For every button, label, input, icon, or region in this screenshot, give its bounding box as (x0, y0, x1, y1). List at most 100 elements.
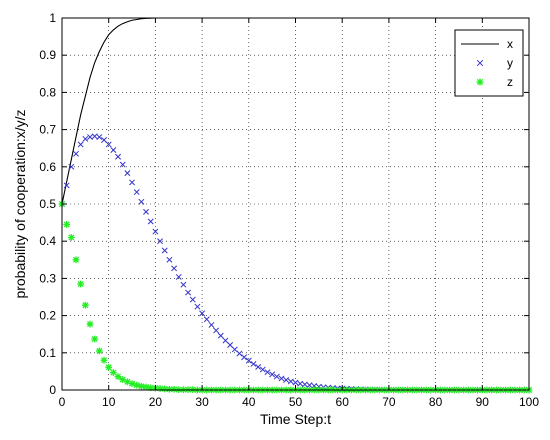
series-y-point (236, 350, 243, 357)
axis-ticks: 0 10 20 30 40 50 60 70 80 90 100 0 0.1 0.2 0.3 0.4 0.5 0.… (39, 11, 539, 409)
series-y-point (180, 281, 187, 288)
series-y-point (171, 265, 178, 272)
series-y-point (115, 153, 121, 160)
series-y-point (227, 342, 234, 348)
series-y-point (245, 357, 252, 364)
series-y-point (231, 346, 238, 353)
y-tick-label: 0 (49, 383, 56, 397)
series-y-point (110, 147, 117, 154)
x-tick-label: 70 (382, 395, 396, 409)
series-y-point (250, 361, 257, 367)
series-y-point (124, 170, 131, 177)
series-y-point (199, 310, 206, 317)
series-y-point (273, 373, 280, 380)
series-y-point (63, 182, 70, 189)
legend-entry-x: x (461, 37, 513, 51)
series-y-point (82, 135, 89, 142)
series-y-point (264, 369, 271, 376)
series-z-point (170, 385, 178, 393)
series-z-point (109, 369, 117, 376)
series-y-point (292, 379, 299, 386)
y-tick-label: 1 (49, 11, 56, 25)
series-z-point (72, 256, 80, 264)
x-tick-label: 100 (519, 395, 539, 409)
series-y-point (283, 377, 290, 383)
y-tick-label: 0.3 (39, 271, 56, 285)
x-axis-label: Time Step:t (260, 411, 331, 427)
y-tick-label: 0.8 (39, 85, 56, 99)
y-tick-label: 0.9 (39, 48, 56, 62)
series-y-point (175, 273, 182, 280)
series-z-point (137, 382, 145, 390)
series-y-point (217, 332, 224, 339)
x-tick-label: 40 (242, 395, 256, 409)
series-y-point (119, 161, 126, 168)
series-z-point (114, 373, 122, 381)
series-y-point (278, 375, 285, 382)
series-y-point (138, 198, 145, 205)
series-z-point (100, 356, 108, 364)
series-y-point (255, 363, 262, 370)
series-y-point (129, 179, 136, 186)
y-axis-label: probability of cooperation:x/y/z (12, 109, 28, 298)
y-tick-label: 0.4 (39, 234, 56, 248)
series-z-point (95, 347, 103, 355)
series-y-point (77, 141, 84, 148)
legend-swatch-z (476, 78, 484, 86)
series-y-point (152, 228, 159, 235)
x-tick-label: 60 (336, 395, 350, 409)
series-z-point (166, 385, 173, 393)
series-y-point (157, 238, 164, 245)
series-y-point (147, 218, 154, 225)
series-y-point (68, 163, 75, 170)
series-y-point (105, 141, 112, 148)
series-y-point (297, 380, 304, 387)
series-y-point (133, 189, 140, 196)
y-tick-label: 0.5 (39, 197, 56, 211)
series-y-point (306, 382, 313, 389)
legend-label-z: z (507, 75, 513, 89)
series-z-point (105, 363, 113, 371)
legend-box (454, 29, 524, 97)
series-z-point (81, 301, 89, 309)
series-y-point (194, 303, 201, 310)
y-tick-label: 0.6 (39, 160, 56, 174)
series-y-point (287, 378, 294, 385)
series-y-point (161, 247, 168, 254)
legend-swatch-y (476, 59, 484, 67)
series-x-line (61, 17, 156, 205)
series-y-point (269, 371, 276, 378)
legend-entry-z: z (476, 75, 513, 89)
y-tick-label: 0.2 (39, 309, 56, 323)
series-z-point (86, 320, 94, 328)
x-tick-label: 90 (476, 395, 490, 409)
series-z-point (133, 381, 141, 389)
series-y-point (87, 134, 93, 140)
legend: xyz (454, 29, 524, 97)
series-y-point (185, 289, 192, 296)
series-y-point (166, 256, 173, 263)
series-z-point (67, 234, 75, 241)
series-y-point (101, 137, 107, 143)
legend-label-x: x (507, 37, 513, 51)
y-tick-label: 0.7 (39, 123, 56, 137)
series-y-point (222, 337, 229, 344)
series-x (61, 17, 156, 205)
x-tick-label: 50 (289, 395, 303, 409)
series-y-point (301, 381, 308, 388)
series-z-point (91, 335, 99, 343)
x-tick-label: 30 (195, 395, 209, 409)
series-y-point (143, 208, 150, 215)
series-y-point (203, 316, 210, 323)
x-tick-label: 10 (102, 395, 116, 409)
series-y-point (96, 134, 103, 140)
legend-label-y: y (507, 56, 513, 70)
legend-entry-y: y (476, 56, 513, 70)
x-tick-label: 20 (149, 395, 163, 409)
series-y-point (189, 296, 196, 303)
series-z-point (77, 280, 85, 288)
series-y-point (73, 150, 79, 157)
series-z-point (142, 383, 150, 391)
series-y-point (259, 366, 266, 373)
series-y-point (208, 321, 215, 328)
